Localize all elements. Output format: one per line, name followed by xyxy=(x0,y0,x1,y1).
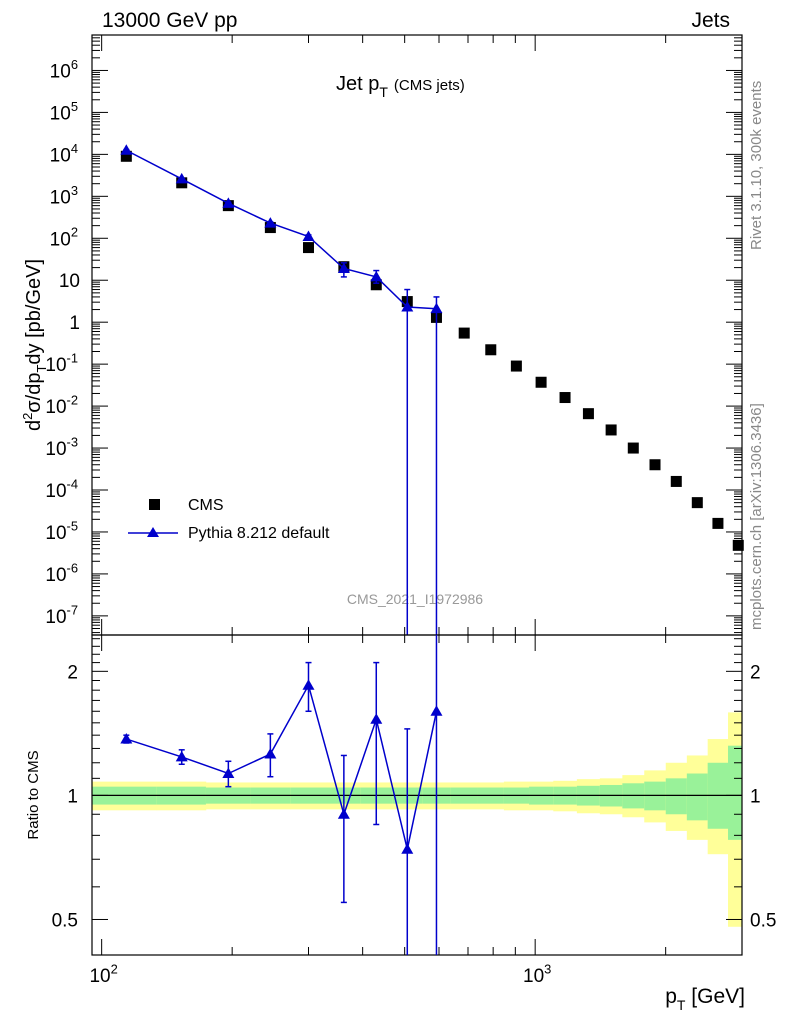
pythia-point xyxy=(337,262,350,274)
cms-data-point xyxy=(670,475,682,487)
y-tick-label: 103 xyxy=(50,183,78,209)
cms-data-point xyxy=(712,517,724,529)
pythia-point xyxy=(370,270,383,282)
main-y-axis-label: d2σ/dpTdy [pb/GeV] xyxy=(20,259,49,431)
svg-text:d2σ/dpTdy [pb/GeV]: d2σ/dpTdy [pb/GeV] xyxy=(20,259,49,431)
cms-data-point xyxy=(302,242,314,254)
side-text-top: Rivet 3.1.10, 300k events xyxy=(748,81,765,250)
legend-marker-pythia xyxy=(147,527,159,537)
ratio-y-tick-label-left: 2 xyxy=(67,662,78,683)
y-tick-label: 10-4 xyxy=(45,476,78,502)
pythia-point xyxy=(222,197,235,208)
ratio-pythia-point xyxy=(401,843,414,854)
cms-data-point xyxy=(458,327,470,339)
pythia-point xyxy=(302,230,315,242)
band-inner-bin xyxy=(727,745,743,840)
pythia-point xyxy=(264,217,277,228)
y-tick-label: 10-2 xyxy=(45,393,78,419)
pythia-point xyxy=(175,172,188,184)
y-tick-label: 10-7 xyxy=(45,602,78,628)
ratio-pythia-point xyxy=(302,679,315,690)
cms-data-point xyxy=(732,539,744,551)
side-text-bottom: mcplots.cern.ch [arXiv:1306.3436] xyxy=(748,403,765,630)
cms-data-point xyxy=(691,497,703,509)
ratio-pythia-point xyxy=(337,808,350,819)
ratio-panel: 102 103 0.5 0.5 1 1 2 2 xyxy=(52,634,776,987)
cms-data-point xyxy=(535,376,547,388)
y-tick-label: 105 xyxy=(50,99,78,125)
y-tick-label: 10 xyxy=(59,271,80,292)
ratio-y-tick-label-right: 1 xyxy=(750,786,761,807)
legend-marker-cms xyxy=(149,499,160,510)
cms-data-point xyxy=(370,279,382,291)
legend-label-cms: CMS xyxy=(188,497,224,514)
ratio-y-tick-label-right: 0.5 xyxy=(750,910,776,931)
y-tick-label: 102 xyxy=(50,225,78,251)
ratio-pythia-point xyxy=(222,767,235,779)
pythia-point xyxy=(401,301,414,312)
cms-data-point xyxy=(605,424,617,436)
cms-data-point xyxy=(559,392,571,404)
y-tick-label: 104 xyxy=(50,141,78,167)
main-title-note: (CMS jets) xyxy=(394,77,465,94)
cms-data-point xyxy=(510,360,522,372)
header-left: 13000 GeV pp xyxy=(102,9,237,32)
y-tick-label: 10-6 xyxy=(45,560,78,586)
y-tick-label: 1 xyxy=(69,313,80,334)
cms-data-point xyxy=(120,150,132,162)
legend: CMS Pythia 8.212 default xyxy=(128,497,330,542)
main-panel: 10-7 10-6 10-5 10-4 10-3 10-2 10-1 1 10 102 103 104… xyxy=(45,34,744,636)
band-inner-bin xyxy=(665,778,688,815)
pythia-point xyxy=(120,144,133,155)
x-tick-label: 102 xyxy=(89,961,117,987)
ratio-pythia-point xyxy=(370,713,383,724)
x-axis-label: pT [GeV] xyxy=(665,985,745,1013)
ratio-pythia-curve xyxy=(126,683,438,850)
cms-data-point xyxy=(485,344,497,356)
analysis-id: CMS_2021_I1972986 xyxy=(347,591,483,607)
ratio-y-axis-label: Ratio to CMS xyxy=(25,750,42,839)
y-tick-label: 10-1 xyxy=(45,351,78,377)
cms-data-point xyxy=(649,459,661,471)
ratio-y-tick-label-left: 0.5 xyxy=(52,910,78,931)
y-tick-label: 10-3 xyxy=(45,435,78,461)
pythia-point xyxy=(430,302,443,314)
band-inner-bin xyxy=(686,773,708,821)
main-title-subscript: T xyxy=(379,84,388,100)
ratio-pythia-point xyxy=(430,705,443,716)
y-tick-label: 106 xyxy=(50,57,78,83)
pythia-curve xyxy=(125,149,437,310)
cms-data-point xyxy=(582,408,594,420)
header-right: Jets xyxy=(691,9,730,32)
main-frame xyxy=(91,34,743,636)
ratio-y-tick-label-right: 2 xyxy=(750,662,761,683)
legend-label-pythia: Pythia 8.212 default xyxy=(188,525,330,542)
cms-data-point xyxy=(627,442,639,454)
main-title: Jet pT (CMS jets) xyxy=(336,73,465,100)
ratio-pythia-point xyxy=(120,733,133,744)
y-tick-label: 10-5 xyxy=(45,518,78,544)
ratio-y-tick-label-left: 1 xyxy=(67,786,78,807)
ratio-pythia-point xyxy=(264,748,277,759)
ratio-pythia-point xyxy=(175,750,188,762)
x-tick-label: 103 xyxy=(523,961,551,987)
main-title-text: Jet p xyxy=(336,73,379,95)
